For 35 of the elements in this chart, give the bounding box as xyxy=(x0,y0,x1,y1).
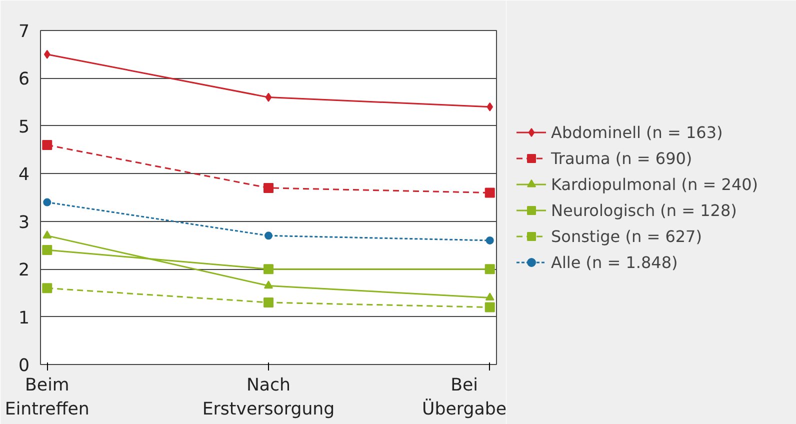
point xyxy=(484,264,495,274)
point xyxy=(485,292,494,301)
x-tick-label: Beim Eintreffen xyxy=(4,376,90,420)
x-tick-label: Nach Erstversorgung xyxy=(202,376,335,420)
point xyxy=(42,244,52,255)
point xyxy=(42,283,52,294)
y-tick-label: 2 xyxy=(18,260,30,281)
legend-label: Sonstige (n = 627) xyxy=(551,226,702,246)
point xyxy=(43,198,52,206)
point xyxy=(264,280,273,289)
point xyxy=(264,182,274,193)
point xyxy=(42,230,52,238)
point xyxy=(484,302,495,312)
point xyxy=(44,50,50,59)
y-tick-label: 3 xyxy=(18,212,30,233)
point xyxy=(264,232,272,240)
x-tick-label: Bei Übergabe xyxy=(422,376,507,420)
legend-label: Neurologisch (n = 128) xyxy=(551,200,737,220)
legend-label: Kardiopulmonal (n = 240) xyxy=(551,174,758,194)
y-tick-label: 4 xyxy=(18,165,30,186)
legend-label: Abdominell (n = 163) xyxy=(551,122,723,142)
point xyxy=(484,188,495,198)
legend-label: Trauma (n = 690) xyxy=(551,148,692,168)
point xyxy=(264,264,274,274)
point xyxy=(42,140,52,150)
y-tick-label: 1 xyxy=(18,308,30,328)
y-tick-label: 0 xyxy=(18,356,30,376)
y-tick-label: 5 xyxy=(18,117,30,138)
legend-label: Alle (n = 1.848) xyxy=(551,252,678,272)
point xyxy=(264,297,274,308)
point xyxy=(486,102,494,112)
point xyxy=(265,92,272,102)
y-tick-label: 6 xyxy=(18,70,30,90)
y-tick-label: 7 xyxy=(18,22,30,42)
point xyxy=(486,236,494,244)
